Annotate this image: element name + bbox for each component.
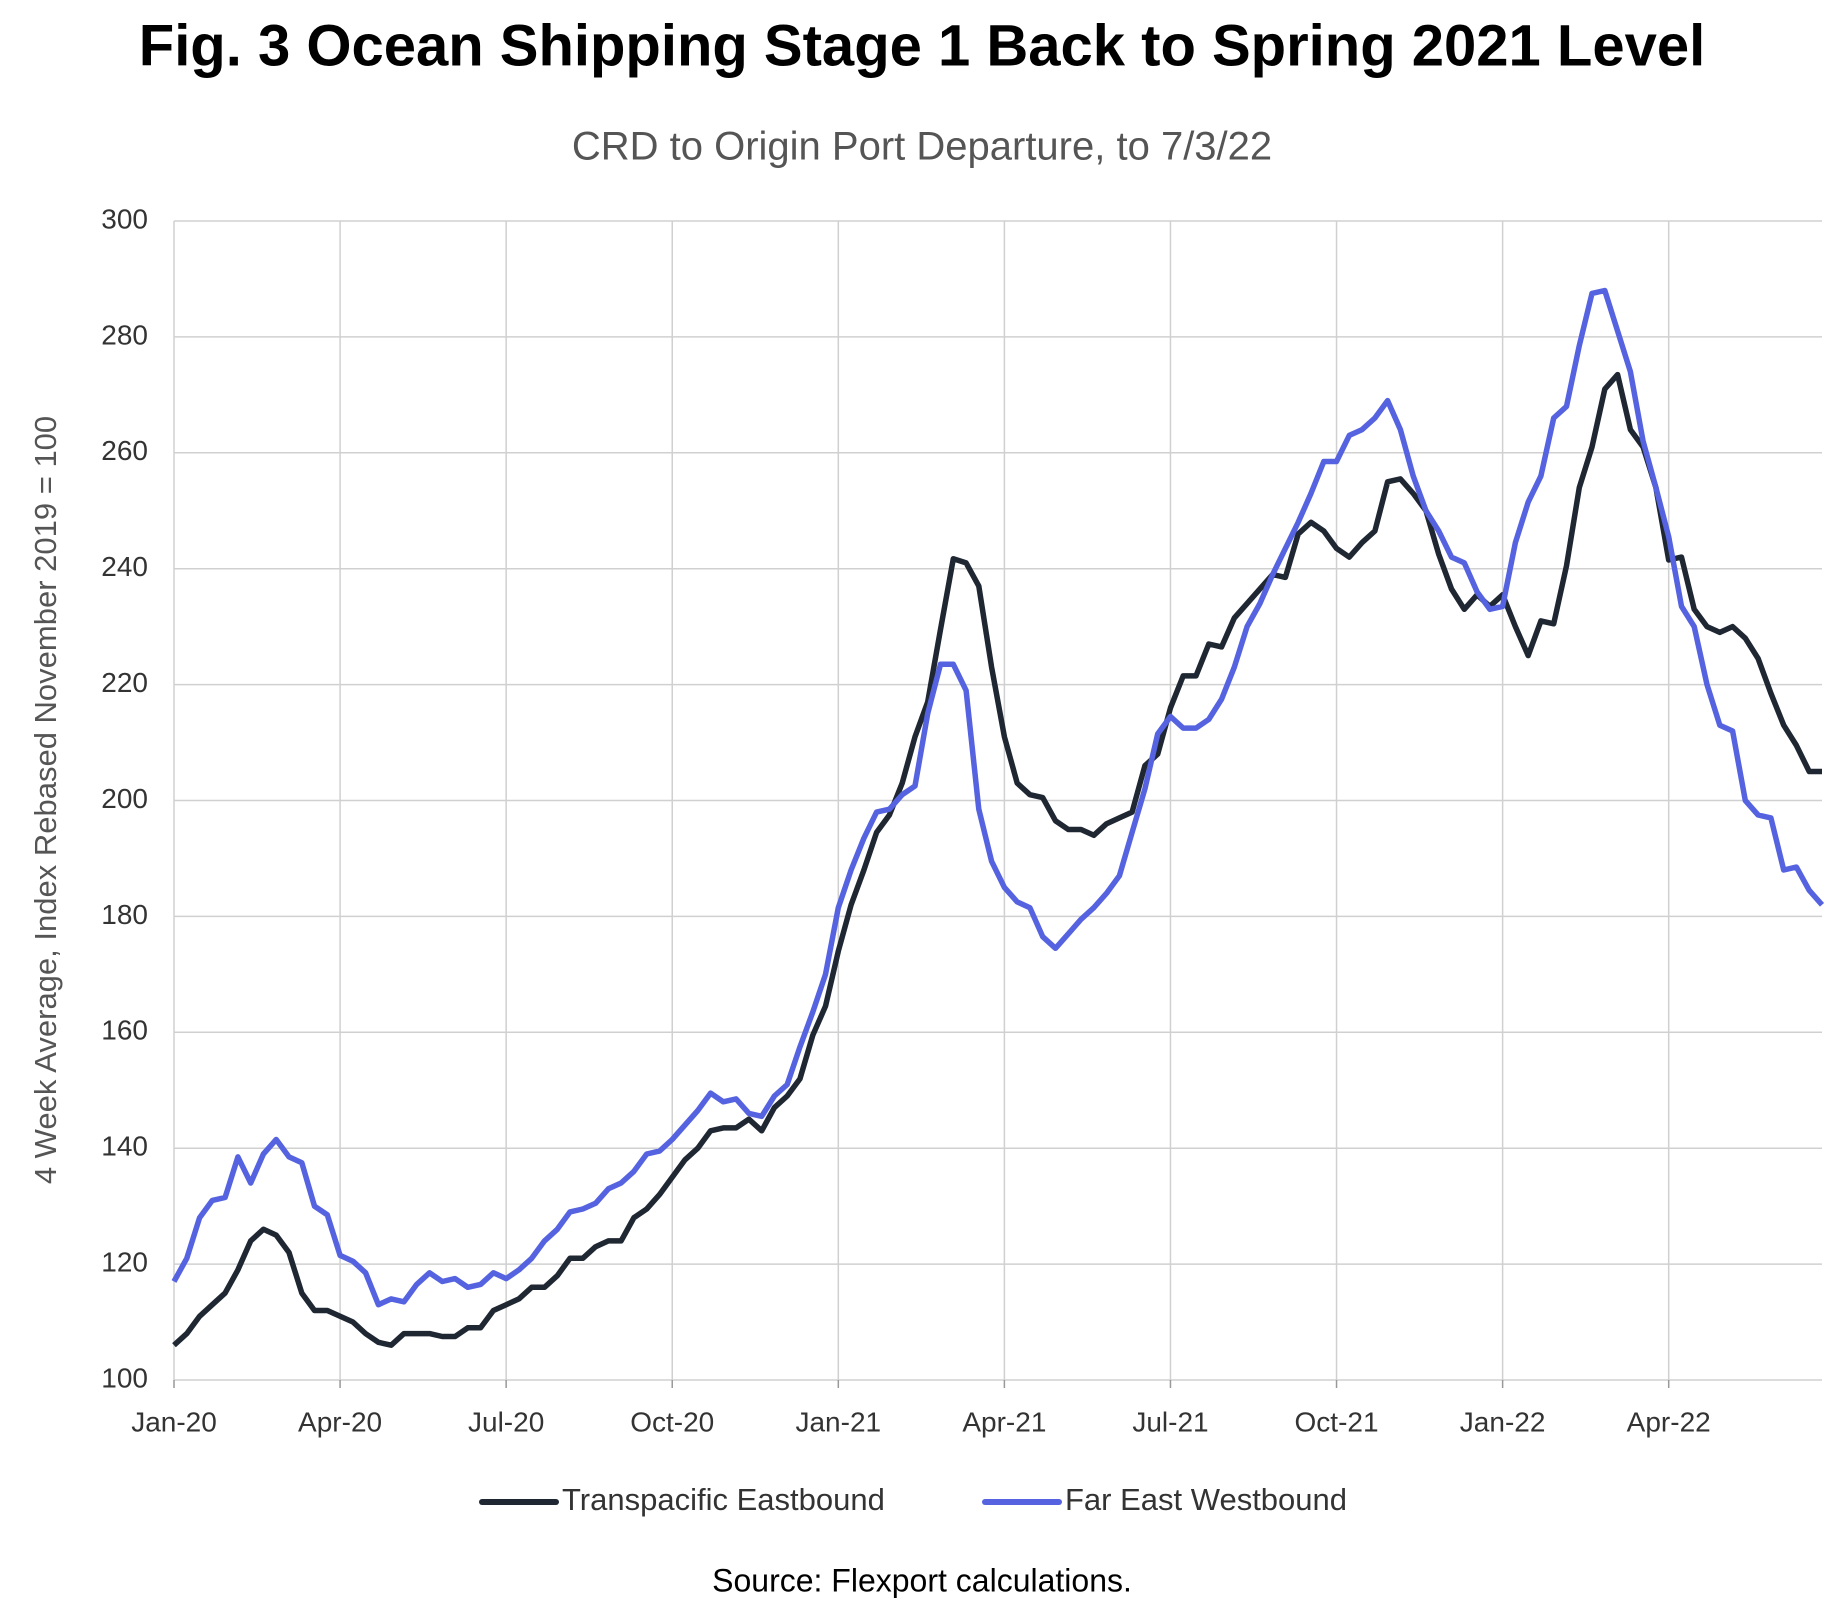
series-line — [172, 371, 1822, 1348]
x-tick-label: Oct-21 — [1295, 1406, 1379, 1437]
chart-subtitle: CRD to Origin Port Departure, to 7/3/22 — [572, 125, 1272, 169]
y-tick-label: 300 — [101, 203, 148, 234]
legend-label: Far East Westbound — [1065, 1482, 1347, 1517]
y-tick-label: 120 — [101, 1246, 148, 1277]
y-tick-label: 140 — [101, 1131, 148, 1162]
y-tick-label: 180 — [101, 899, 148, 930]
x-tick-label: Jan-21 — [795, 1406, 881, 1437]
y-tick-label: 260 — [101, 435, 148, 466]
x-tick-label: Apr-22 — [1627, 1406, 1711, 1437]
y-tick-label: 200 — [101, 783, 148, 814]
chart-title: Fig. 3 Ocean Shipping Stage 1 Back to Sp… — [139, 13, 1705, 78]
series-line — [171, 287, 1825, 1308]
y-tick-label: 160 — [101, 1015, 148, 1046]
x-tick-label: Jan-20 — [131, 1406, 217, 1437]
y-tick-label: 280 — [101, 319, 148, 350]
y-tick-label: 240 — [101, 551, 148, 582]
y-tick-label: 220 — [101, 667, 148, 698]
x-tick-label: Apr-20 — [298, 1406, 382, 1437]
x-tick-label: Oct-20 — [630, 1406, 714, 1437]
y-tick-label: 100 — [101, 1362, 148, 1393]
x-tick-label: Apr-21 — [962, 1406, 1046, 1437]
y-axis-title: 4 Week Average, Index Rebased November 2… — [28, 416, 63, 1184]
legend-label: Transpacific Eastbound — [562, 1482, 885, 1517]
source-note: Source: Flexport calculations. — [712, 1562, 1132, 1598]
x-tick-label: Jan-22 — [1460, 1406, 1546, 1437]
x-tick-label: Jul-20 — [468, 1406, 544, 1437]
x-tick-label: Jul-21 — [1132, 1406, 1208, 1437]
